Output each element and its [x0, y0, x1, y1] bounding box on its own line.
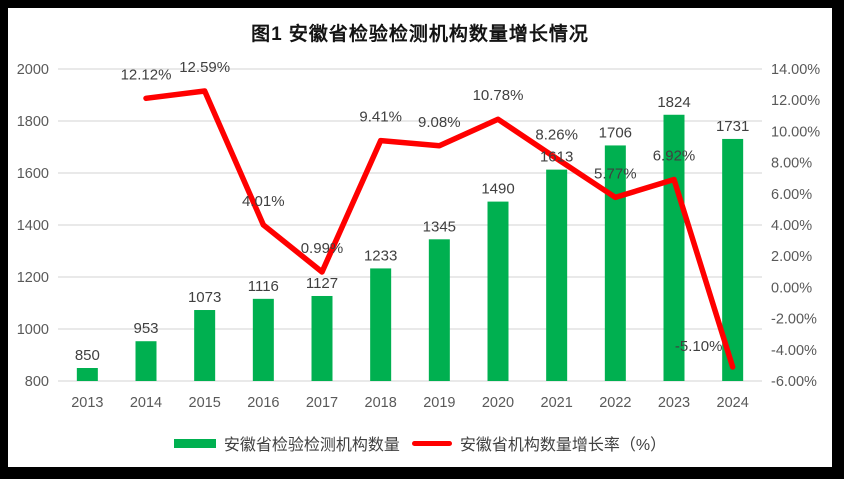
- chart-title: 图1 安徽省检验检测机构数量增长情况: [251, 24, 589, 45]
- bar: [311, 295, 333, 381]
- line-value-label: 9.41%: [359, 109, 402, 126]
- line-value-label: 12.12%: [121, 66, 172, 83]
- bar: [76, 368, 98, 381]
- left-axis-tick-label: 1000: [17, 322, 49, 338]
- right-axis-tick-label: -6.00%: [771, 374, 817, 390]
- line-value-label: 0.99%: [301, 240, 344, 257]
- bar: [546, 169, 568, 381]
- line-value-label: -5.10%: [675, 338, 723, 355]
- legend-item-growth-rate: 安徽省机构数量增长率（%）: [411, 431, 667, 455]
- bar-value-label: 1490: [481, 181, 514, 198]
- left-axis-tick-label: 1800: [17, 114, 49, 130]
- line-value-label: 4.01%: [242, 193, 285, 210]
- left-axis-tick-label: 800: [25, 374, 49, 390]
- x-axis-label: 2016: [247, 395, 279, 411]
- x-axis-label: 2024: [717, 395, 749, 411]
- bar-series-swatch: [173, 438, 216, 448]
- combo-chart-canvas: 800 1000 1200 1400 1600 1800 2000 14.00% 12.00% 1…: [17, 59, 821, 411]
- bar-value-label: 1073: [188, 289, 221, 306]
- legend-label-institutions: 安徽省检验检测机构数量: [223, 437, 400, 454]
- left-axis-tick-label: 2000: [17, 62, 49, 78]
- right-axis-tick-label: 10.00%: [771, 124, 820, 140]
- bar: [252, 298, 274, 381]
- x-axis-label: 2018: [365, 395, 397, 411]
- x-axis-label: 2014: [130, 395, 162, 411]
- legend: 安徽省检验检测机构数量 安徽省机构数量增长率（%）: [8, 431, 832, 455]
- x-axis-label: 2021: [541, 395, 573, 411]
- line-value-label: 12.59%: [179, 59, 230, 76]
- x-axis-label: 2022: [599, 395, 631, 411]
- growth-rate-line: [143, 88, 736, 370]
- bar: [722, 138, 744, 381]
- left-axis-tick-label: 1600: [17, 166, 49, 182]
- x-axis-label: 2017: [306, 395, 338, 411]
- x-axis-label: 2013: [71, 395, 103, 411]
- bar-value-label: 1731: [716, 118, 749, 135]
- bar-value-label: 1613: [540, 149, 573, 166]
- x-axis-label: 2015: [189, 395, 221, 411]
- bar-value-label: 1345: [423, 218, 456, 235]
- line-value-label: 9.08%: [418, 114, 461, 131]
- right-axis-tick-label: 6.00%: [771, 187, 812, 203]
- right-axis-tick-label: 2.00%: [771, 249, 812, 265]
- bar: [604, 145, 626, 381]
- right-axis-tick-label: 12.00%: [771, 93, 820, 109]
- bar-value-label: 1116: [248, 278, 279, 295]
- right-axis-tick-label: 0.00%: [771, 280, 812, 296]
- line-value-label: 8.26%: [535, 127, 578, 144]
- right-axis-tick-label: 8.00%: [771, 156, 812, 172]
- bar-value-label: 1127: [306, 275, 338, 292]
- x-axis-label: 2023: [658, 395, 690, 411]
- bar-value-label: 1706: [599, 124, 632, 141]
- line-value-label: 10.78%: [473, 87, 524, 104]
- right-axis-tick-label: 4.00%: [771, 218, 812, 234]
- line-value-label: 5.77%: [594, 165, 637, 182]
- bar: [487, 201, 509, 381]
- bar: [135, 341, 157, 381]
- bar: [428, 239, 450, 381]
- x-axis-label: 2020: [482, 395, 514, 411]
- line-value-label: 6.92%: [653, 147, 696, 164]
- legend-item-institutions: 安徽省检验检测机构数量: [173, 431, 400, 455]
- bar-value-label: 850: [75, 347, 100, 364]
- chart-card: 图1 安徽省检验检测机构数量增长情况 800 1000 1200 1400 1600 18…: [8, 8, 832, 467]
- bar: [194, 310, 216, 381]
- left-axis-tick-label: 1400: [17, 218, 49, 234]
- bar-value-label: 1824: [657, 94, 690, 111]
- x-axis-label: 2019: [423, 395, 455, 411]
- legend-label-growth-rate: 安徽省机构数量增长率（%）: [459, 437, 667, 454]
- bar-value-label: 953: [133, 320, 158, 337]
- right-axis-tick-label: -4.00%: [771, 343, 817, 359]
- left-axis-tick-label: 1200: [17, 270, 49, 286]
- right-axis-tick-label: 14.00%: [771, 62, 820, 78]
- bar: [370, 268, 392, 381]
- right-axis-tick-label: -2.00%: [771, 312, 817, 328]
- line-series-swatch: [411, 440, 452, 446]
- bar-value-label: 1233: [364, 247, 397, 264]
